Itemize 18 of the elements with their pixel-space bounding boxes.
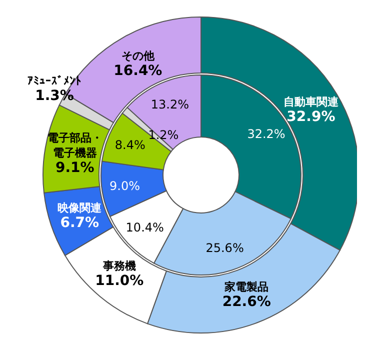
data-label: 9.1% [55, 160, 94, 176]
data-label: 32.2% [247, 127, 286, 142]
data-label: 9.0% [110, 179, 140, 194]
data-label: 22.6% [222, 294, 271, 310]
slice-label: 家電製品 [224, 280, 269, 294]
data-label: 11.0% [95, 273, 144, 290]
data-label: 25.6% [206, 241, 244, 256]
slice-label: 事務機 [102, 260, 136, 273]
slice-label: 電子部品・電子機器 [47, 131, 102, 160]
data-label: 10.4% [126, 220, 164, 235]
slice-label: その他 [121, 50, 156, 63]
slice-label: 自動車関連 [283, 95, 340, 108]
data-label: 8.4% [114, 138, 146, 152]
data-label: 16.4% [114, 63, 162, 80]
data-label: 32.9% [286, 108, 336, 125]
data-label: 13.2% [150, 98, 190, 112]
data-label: 6.7% [60, 215, 100, 232]
slice-label: 映像関連 [58, 202, 103, 215]
